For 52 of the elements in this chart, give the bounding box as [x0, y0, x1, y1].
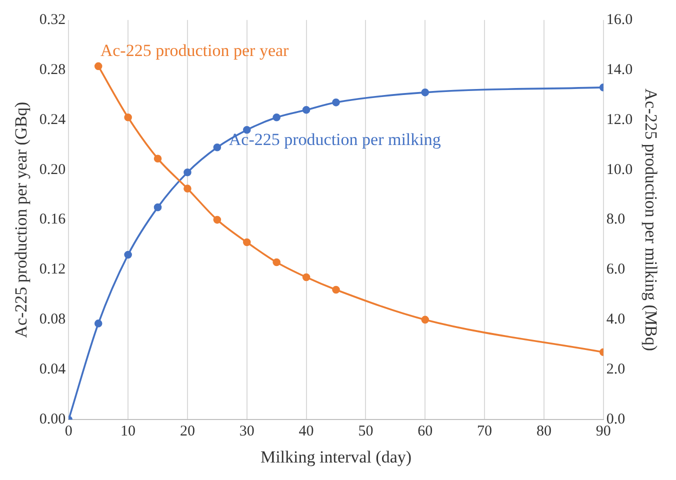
x-tick-label: 60 — [418, 424, 433, 440]
y-tick-label: 0.12 — [39, 262, 66, 278]
point — [302, 273, 310, 282]
y-tick-label: 0.20 — [39, 162, 66, 178]
x-tick-label: 30 — [239, 424, 254, 440]
point — [421, 88, 430, 96]
point — [272, 114, 280, 122]
y-tick-label: 0.24 — [39, 112, 66, 128]
x-tick-label: 40 — [298, 424, 314, 440]
x-tick-label: 70 — [477, 424, 492, 440]
point — [213, 216, 222, 224]
point — [94, 62, 102, 70]
point — [421, 316, 430, 324]
point — [213, 143, 222, 152]
y2-tick-label: 6.0 — [606, 262, 626, 278]
x-tick-label: 20 — [180, 424, 195, 440]
y-tick-label: 0.08 — [39, 312, 66, 328]
y2-tick-label: 12.0 — [606, 112, 633, 128]
x-tick-label: 90 — [596, 424, 611, 440]
y-tick-label: 0.04 — [39, 362, 66, 378]
point — [124, 114, 132, 122]
y2-tick-label: 8.0 — [606, 212, 626, 228]
y2-tick-label: 2.0 — [606, 362, 626, 378]
y2-tick-label: 16.0 — [606, 12, 633, 28]
x-tick-label: 0 — [64, 424, 72, 440]
point — [184, 184, 192, 192]
point — [154, 154, 162, 163]
series-label: Ac-225 production per year — [100, 41, 290, 60]
point — [184, 168, 192, 176]
point — [332, 286, 340, 294]
point — [94, 320, 102, 328]
point — [242, 238, 251, 246]
y-tick-label: 0.32 — [39, 12, 66, 28]
point — [272, 258, 280, 266]
y-tick-label: 0.28 — [39, 62, 66, 78]
series-label: Ac-225 production per milking — [228, 130, 442, 149]
point — [242, 126, 251, 134]
x-tick-label: 80 — [536, 424, 552, 440]
y2-tick-label: 4.0 — [606, 312, 626, 328]
y2-tick-label: 10.0 — [606, 162, 633, 178]
x-axis-title: Milking interval (day) — [260, 447, 412, 466]
point — [332, 98, 340, 106]
point — [302, 106, 310, 114]
x-tick-label: 50 — [358, 424, 374, 440]
y-tick-label: 0.00 — [39, 412, 66, 428]
point — [124, 250, 132, 259]
point — [154, 203, 162, 212]
y-axis-title: Ac-225 production per year (GBq) — [12, 102, 31, 338]
y-tick-label: 0.16 — [39, 212, 66, 228]
y2-axis-title: Ac-225 production per milking (MBq) — [641, 88, 660, 352]
y2-tick-label: 14.0 — [606, 62, 633, 78]
x-tick-label: 10 — [120, 424, 136, 440]
